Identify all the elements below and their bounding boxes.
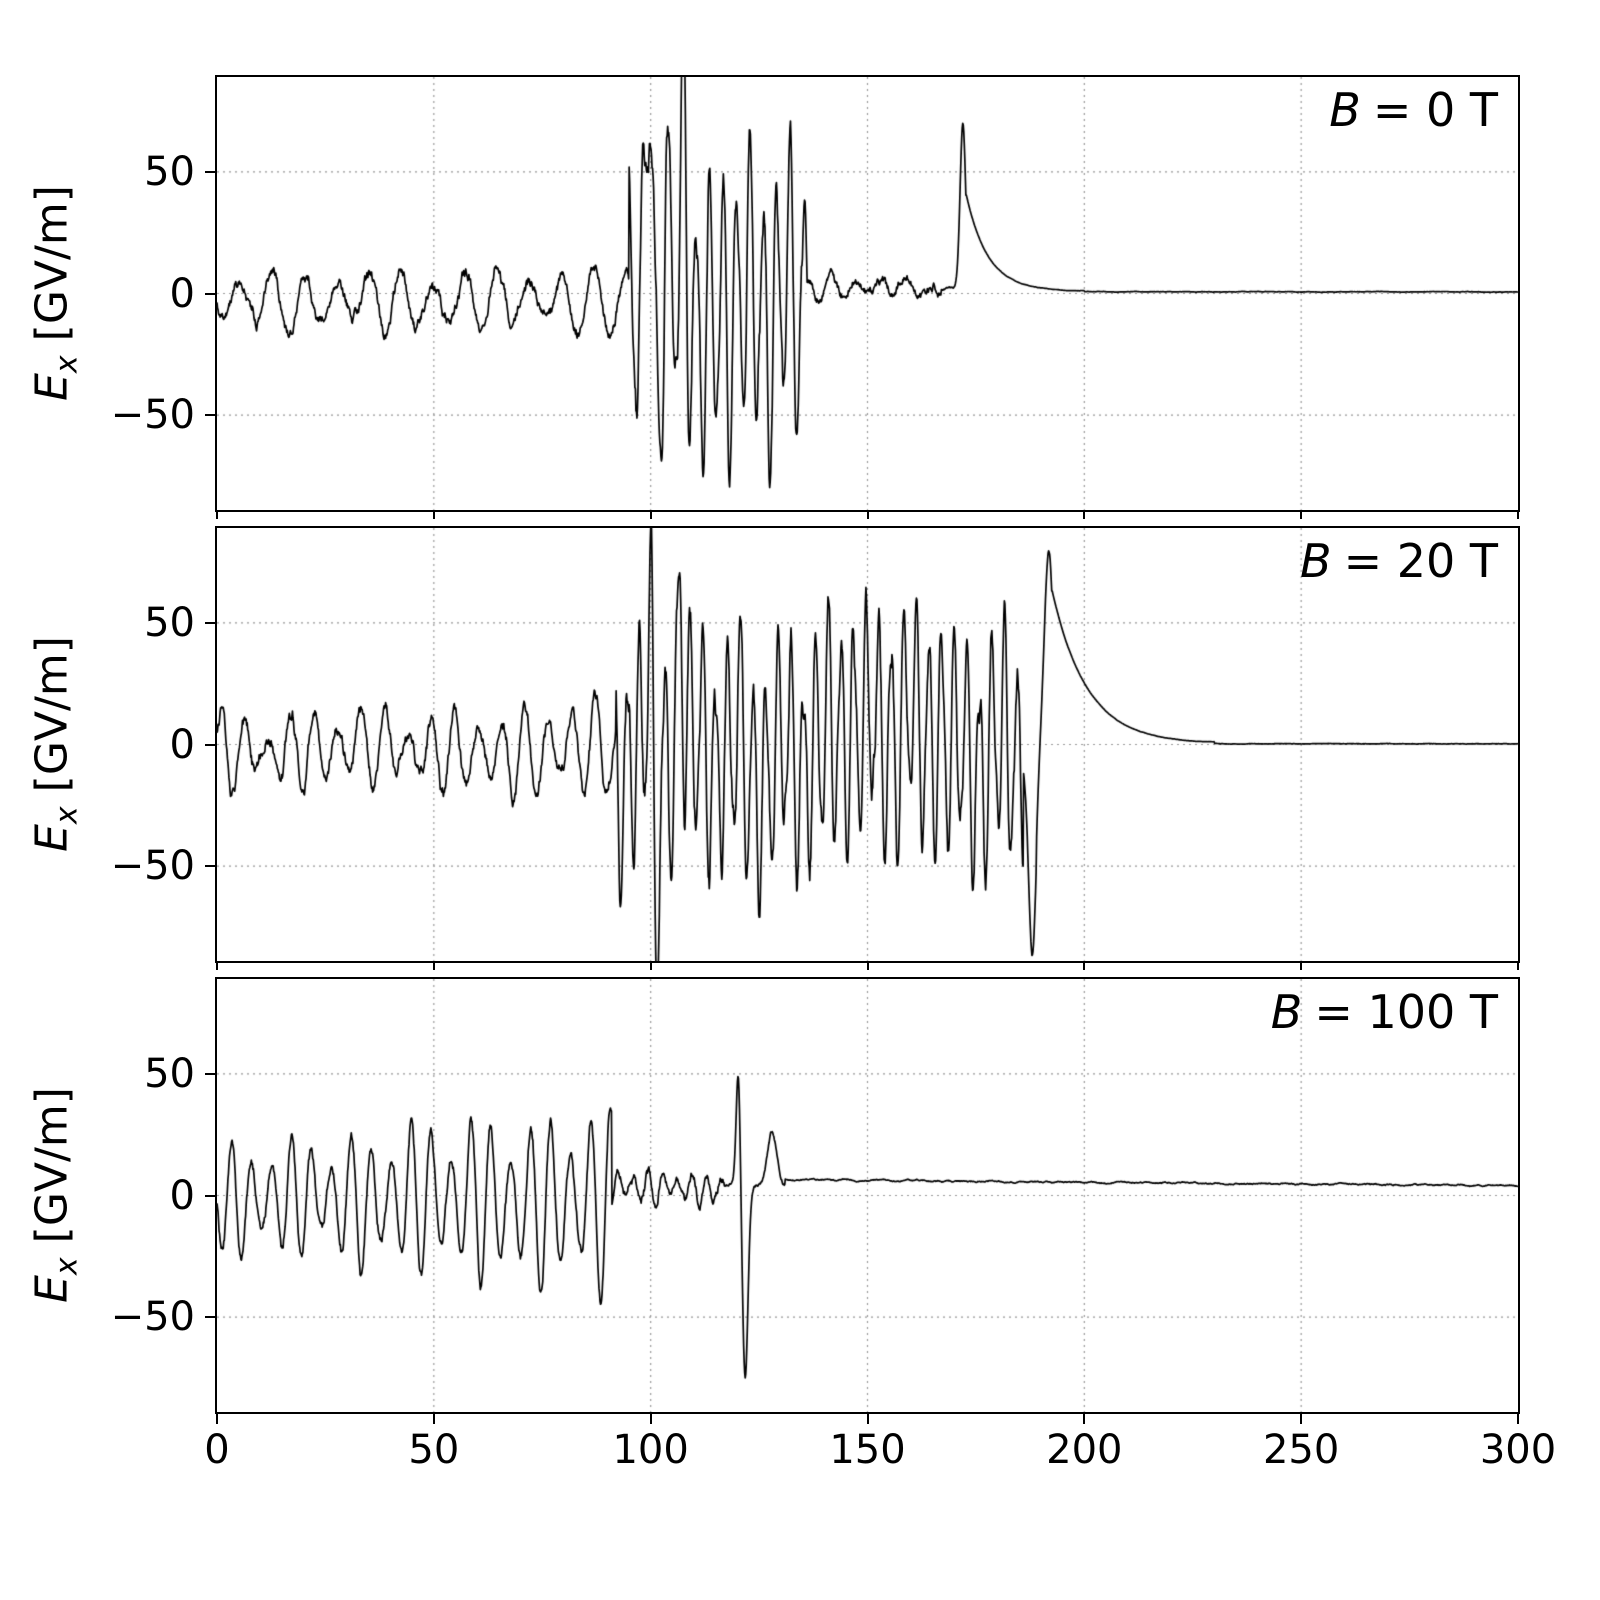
x-tick-mark	[1300, 963, 1303, 970]
annotation-symbol: B	[1300, 534, 1332, 588]
plot-canvas-b-100t	[217, 979, 1518, 1412]
y-tick-mark	[205, 1072, 215, 1075]
x-tick-label: 200	[1046, 1427, 1123, 1473]
x-tick-mark	[432, 1414, 435, 1424]
x-tick-mark	[649, 1414, 652, 1424]
y-tick-mark	[205, 621, 215, 624]
y-tick-mark	[205, 1194, 215, 1197]
panel-b-100t: B = 100 T	[215, 977, 1520, 1414]
x-tick-label: 0	[204, 1427, 230, 1473]
y-tick-mark	[205, 170, 215, 173]
annotation-value: = 100 T	[1314, 985, 1498, 1039]
annotation-value: = 0 T	[1372, 83, 1498, 137]
x-tick-mark	[1083, 963, 1086, 970]
x-tick-mark	[216, 512, 218, 519]
x-tick-mark	[1300, 512, 1303, 519]
y-axis-subscript: x	[49, 806, 85, 825]
plot-canvas-b-0t	[217, 77, 1518, 510]
x-tick-mark	[1517, 1414, 1519, 1424]
x-tick-mark	[216, 963, 218, 970]
y-tick-label: −50	[110, 392, 195, 439]
panel-b-20t: B = 20 T	[215, 526, 1520, 963]
x-tick-mark	[649, 963, 652, 970]
annotation-value: = 20 T	[1343, 534, 1498, 588]
annotation-symbol: B	[1329, 83, 1361, 137]
y-axis-units: [GV/m]	[26, 636, 78, 793]
y-tick-label: 50	[144, 148, 195, 195]
x-tick-label: 250	[1262, 1427, 1340, 1473]
x-tick-mark	[1083, 512, 1086, 519]
x-tick-label: 300	[1479, 1427, 1557, 1473]
x-tick-mark	[649, 512, 652, 519]
x-tick-mark	[1300, 1414, 1303, 1424]
y-tick-label: −50	[110, 1294, 195, 1341]
y-tick-label: −50	[110, 843, 195, 890]
x-tick-mark	[432, 963, 435, 970]
y-tick-mark	[205, 414, 215, 417]
panel-b-0t: B = 0 T	[215, 75, 1520, 512]
annotation-symbol: B	[1270, 985, 1303, 1039]
y-tick-label: 0	[169, 1172, 195, 1219]
y-tick-mark	[205, 1316, 215, 1319]
y-tick-label: 0	[169, 721, 195, 768]
plot-canvas-b-20t	[217, 528, 1518, 961]
y-tick-mark	[205, 292, 215, 295]
x-tick-mark	[866, 963, 869, 970]
annotation-b-0t: B = 0 T	[1329, 83, 1498, 138]
y-tick-label: 50	[144, 599, 195, 646]
y-tick-label: 0	[169, 270, 195, 317]
y-tick-mark	[205, 743, 215, 746]
y-axis-subscript: x	[49, 1257, 85, 1276]
x-tick-label: 100	[612, 1427, 689, 1473]
y-axis-units: [GV/m]	[26, 1087, 78, 1244]
x-tick-mark	[866, 1414, 869, 1424]
y-tick-label: 50	[144, 1050, 195, 1097]
x-tick-mark	[1517, 963, 1519, 970]
y-axis-units: [GV/m]	[26, 185, 78, 342]
y-axis-subscript: x	[49, 355, 85, 374]
x-tick-label: 50	[408, 1427, 460, 1473]
x-tick-mark	[432, 512, 435, 519]
y-tick-mark	[205, 865, 215, 868]
annotation-b-100t: B = 100 T	[1271, 985, 1498, 1040]
annotation-b-20t: B = 20 T	[1300, 534, 1498, 589]
x-tick-mark	[1517, 512, 1519, 519]
x-tick-label: 150	[829, 1427, 906, 1473]
x-tick-mark	[866, 512, 869, 519]
x-tick-mark	[1083, 1414, 1086, 1424]
x-tick-mark	[216, 1414, 218, 1424]
